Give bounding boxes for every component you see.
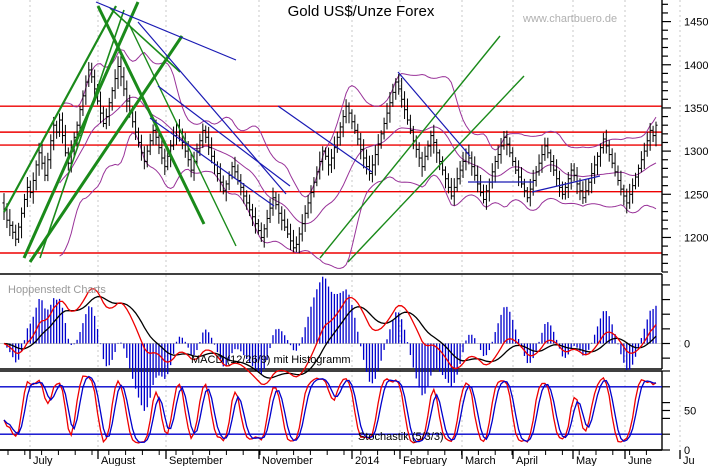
x-axis: July August September November 2014 February M…	[0, 449, 695, 466]
x-axis-month-label: June	[628, 455, 652, 466]
stochastic-panel: 50 0	[0, 370, 696, 457]
x-axis-month-label: Ju	[683, 455, 695, 466]
price-axis-label: 1400	[684, 60, 708, 72]
x-axis-month-label: August	[101, 455, 135, 466]
price-axis-label: 1350	[684, 103, 708, 115]
price-axis-label: 1450	[684, 17, 708, 29]
vertical-gridlines	[29, 0, 681, 450]
trend-lines	[3, 1, 601, 263]
page-title: Gold US$/Unze Forex	[288, 3, 435, 20]
x-axis-month-label: September	[169, 455, 223, 466]
macd-caption: MACD (12/26/9) mit Histogramm	[191, 354, 351, 366]
stochastic-axis-label: 50	[684, 406, 696, 418]
stochastic-axis-label: 0	[684, 445, 690, 457]
price-axis-labels: 1450 1400 1350 1300 1250 1200	[684, 17, 708, 245]
x-axis-month-label: March	[465, 455, 496, 466]
x-axis-month-label: November	[262, 455, 313, 466]
brand-label: Hoppenstedt Charts	[8, 284, 106, 296]
x-axis-month-label: July	[33, 455, 53, 466]
x-axis-month-label: May	[576, 455, 597, 466]
x-axis-month-label: 2014	[355, 455, 379, 466]
price-axis-ticks	[662, 3, 671, 273]
x-axis-month-label: April	[516, 455, 538, 466]
price-axis-label: 1200	[684, 232, 708, 244]
macd-zero-label: 0	[684, 339, 690, 351]
macd-panel: 0	[0, 276, 690, 411]
x-axis-month-label: February	[403, 455, 448, 466]
stochastic-caption: Stochastik (5/3/3)	[358, 431, 444, 443]
price-axis-label: 1250	[684, 189, 708, 201]
watermark: www.chartbuero.de	[522, 13, 617, 25]
price-axis-label: 1300	[684, 146, 708, 158]
